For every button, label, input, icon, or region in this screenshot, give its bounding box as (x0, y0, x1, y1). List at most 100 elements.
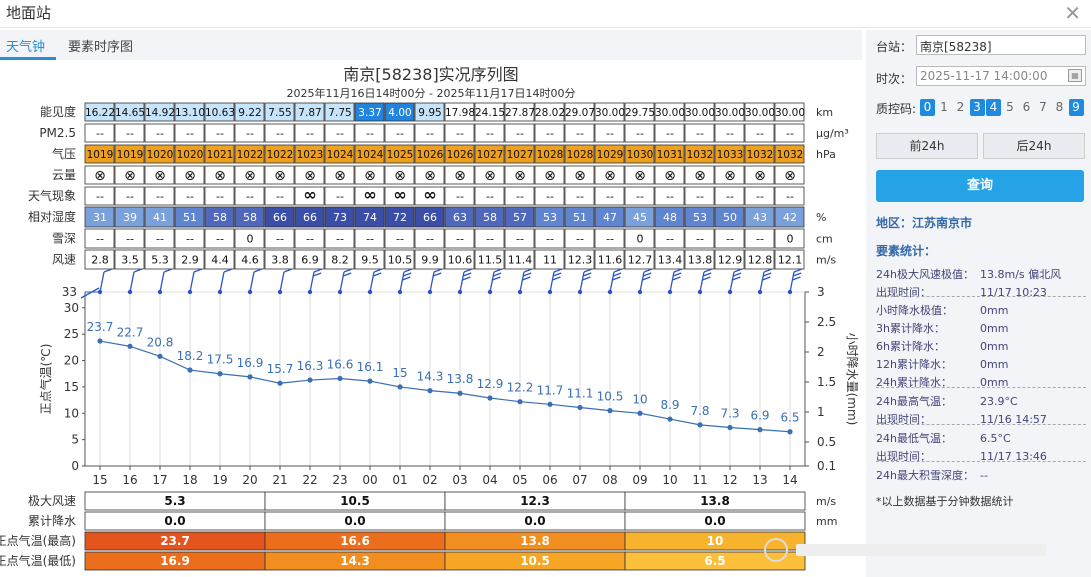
calendar-icon[interactable]: ▦ (1068, 69, 1082, 82)
table-cell (294, 249, 325, 270)
table-cell (504, 165, 535, 185)
qc-code[interactable]: 7 (1039, 100, 1047, 114)
table-cell (774, 102, 805, 122)
table-value: 72 (393, 211, 407, 224)
wind-barb-flag (463, 268, 473, 273)
close-icon[interactable]: ✕ (1064, 1, 1081, 25)
qc-code[interactable]: 6 (1022, 100, 1031, 114)
table-cell (84, 228, 115, 249)
qc-code[interactable]: 1 (940, 100, 948, 114)
wind-barb-flag (763, 268, 773, 273)
wind-barb-flag (702, 272, 712, 277)
station-input[interactable]: 南京[58238] (916, 35, 1086, 55)
table-value: -- (216, 233, 224, 246)
table-cell (744, 228, 775, 249)
table-value: -- (186, 233, 194, 246)
table-cell (714, 249, 745, 270)
row-label-humidity: 相对湿度 (28, 209, 76, 224)
x-tick-label: 05 (512, 473, 527, 487)
table-value: -- (96, 233, 104, 246)
table-cell (474, 102, 505, 122)
next-24h-button[interactable]: 后24h (983, 133, 1085, 159)
wind-barb-flag (613, 268, 623, 273)
table-value: 11.6 (598, 254, 623, 267)
table-cell (234, 228, 265, 249)
table-value: 53 (693, 211, 707, 224)
table-value: -- (756, 190, 764, 203)
time-input[interactable]: 2025-11-17 14:00:00 ▦ (916, 66, 1086, 86)
tab-element-series[interactable]: 要素时序图 (68, 40, 134, 55)
row-unit-pressure: hPa (816, 148, 836, 161)
qc-code[interactable]: 9 (1068, 99, 1084, 116)
wind-barb-flag (792, 276, 801, 281)
temperature-point (757, 427, 763, 433)
table-cell (294, 186, 325, 206)
wind-barb-stem (399, 271, 405, 293)
table-cell (264, 123, 295, 143)
qc-code[interactable]: 4 (986, 99, 1001, 116)
temperature-point (337, 375, 343, 382)
table-cell (444, 144, 475, 164)
cloud-symbol: ⊗ (634, 168, 646, 184)
stat-key: 24h最大积雪深度： (876, 469, 974, 482)
table-value: 13.10 (175, 107, 205, 119)
table-cell (114, 102, 145, 122)
qc-code[interactable]: 0 (920, 99, 935, 116)
table-value: -- (156, 233, 164, 246)
qc-code[interactable]: 2 (956, 100, 965, 114)
temperature-point (577, 404, 583, 411)
table-cell (414, 102, 445, 122)
table-cell (774, 206, 805, 228)
wind-barb-stem (369, 271, 375, 293)
stat-item: 出现时间： 11/16 14:57 (876, 411, 1047, 427)
table-cell (84, 249, 115, 270)
table-cell (714, 123, 745, 143)
x-tick-label: 19 (212, 473, 227, 487)
table-value: -- (216, 127, 224, 140)
y-tick-label: 30 (64, 301, 79, 315)
temperature-point (157, 353, 163, 359)
query-button[interactable]: 查询 (876, 170, 1084, 202)
stat-value: 11/16 14:57 (980, 413, 1047, 426)
table-cell (564, 165, 595, 185)
qc-code[interactable]: 5 (1006, 100, 1014, 114)
table-value: 9.95 (418, 107, 441, 119)
wind-barb-flag (133, 268, 143, 273)
title-bar: 地面站 ✕ (0, 0, 1091, 28)
table-value: 3.37 (358, 107, 381, 119)
table-cell (324, 206, 355, 228)
cloud-symbol: ⊗ (394, 168, 406, 184)
table-cell (234, 186, 265, 206)
table-cell (594, 123, 625, 143)
cloud-symbol: ⊗ (244, 168, 256, 184)
table-value: 27.87 (505, 107, 535, 119)
table-cell (654, 228, 685, 249)
table-cell (264, 186, 295, 206)
table-cell (504, 123, 535, 143)
table-cell (714, 186, 745, 206)
table-cell (774, 186, 805, 206)
stat-item: 24h累计降水： 0mm (876, 374, 1008, 390)
table-value: -- (156, 127, 164, 140)
table-cell (474, 228, 505, 249)
table-cell (474, 186, 505, 206)
prev-24h-button[interactable]: 前24h (876, 133, 978, 159)
wind-barb-flag (672, 272, 682, 277)
table-value: 1019 (87, 149, 114, 161)
wind-barb-stem (789, 271, 795, 293)
table-cell (174, 123, 205, 143)
table-cell (384, 123, 415, 143)
table-value: 1027 (507, 149, 534, 161)
tab-weather-clock[interactable]: 天气钟 (6, 40, 46, 55)
qc-code[interactable]: 8 (1055, 100, 1064, 114)
summary-cell (624, 511, 806, 531)
table-cell (324, 123, 355, 143)
stat-item: 24h最大积雪深度： -- (876, 467, 988, 483)
table-cell (684, 165, 715, 185)
y2-tick-label: 0.5 (817, 435, 836, 449)
table-value: -- (486, 127, 494, 140)
table-value: -- (306, 233, 314, 246)
table-cell (564, 123, 595, 143)
cloud-symbol: ⊗ (94, 168, 106, 184)
qc-code[interactable]: 3 (969, 99, 985, 116)
